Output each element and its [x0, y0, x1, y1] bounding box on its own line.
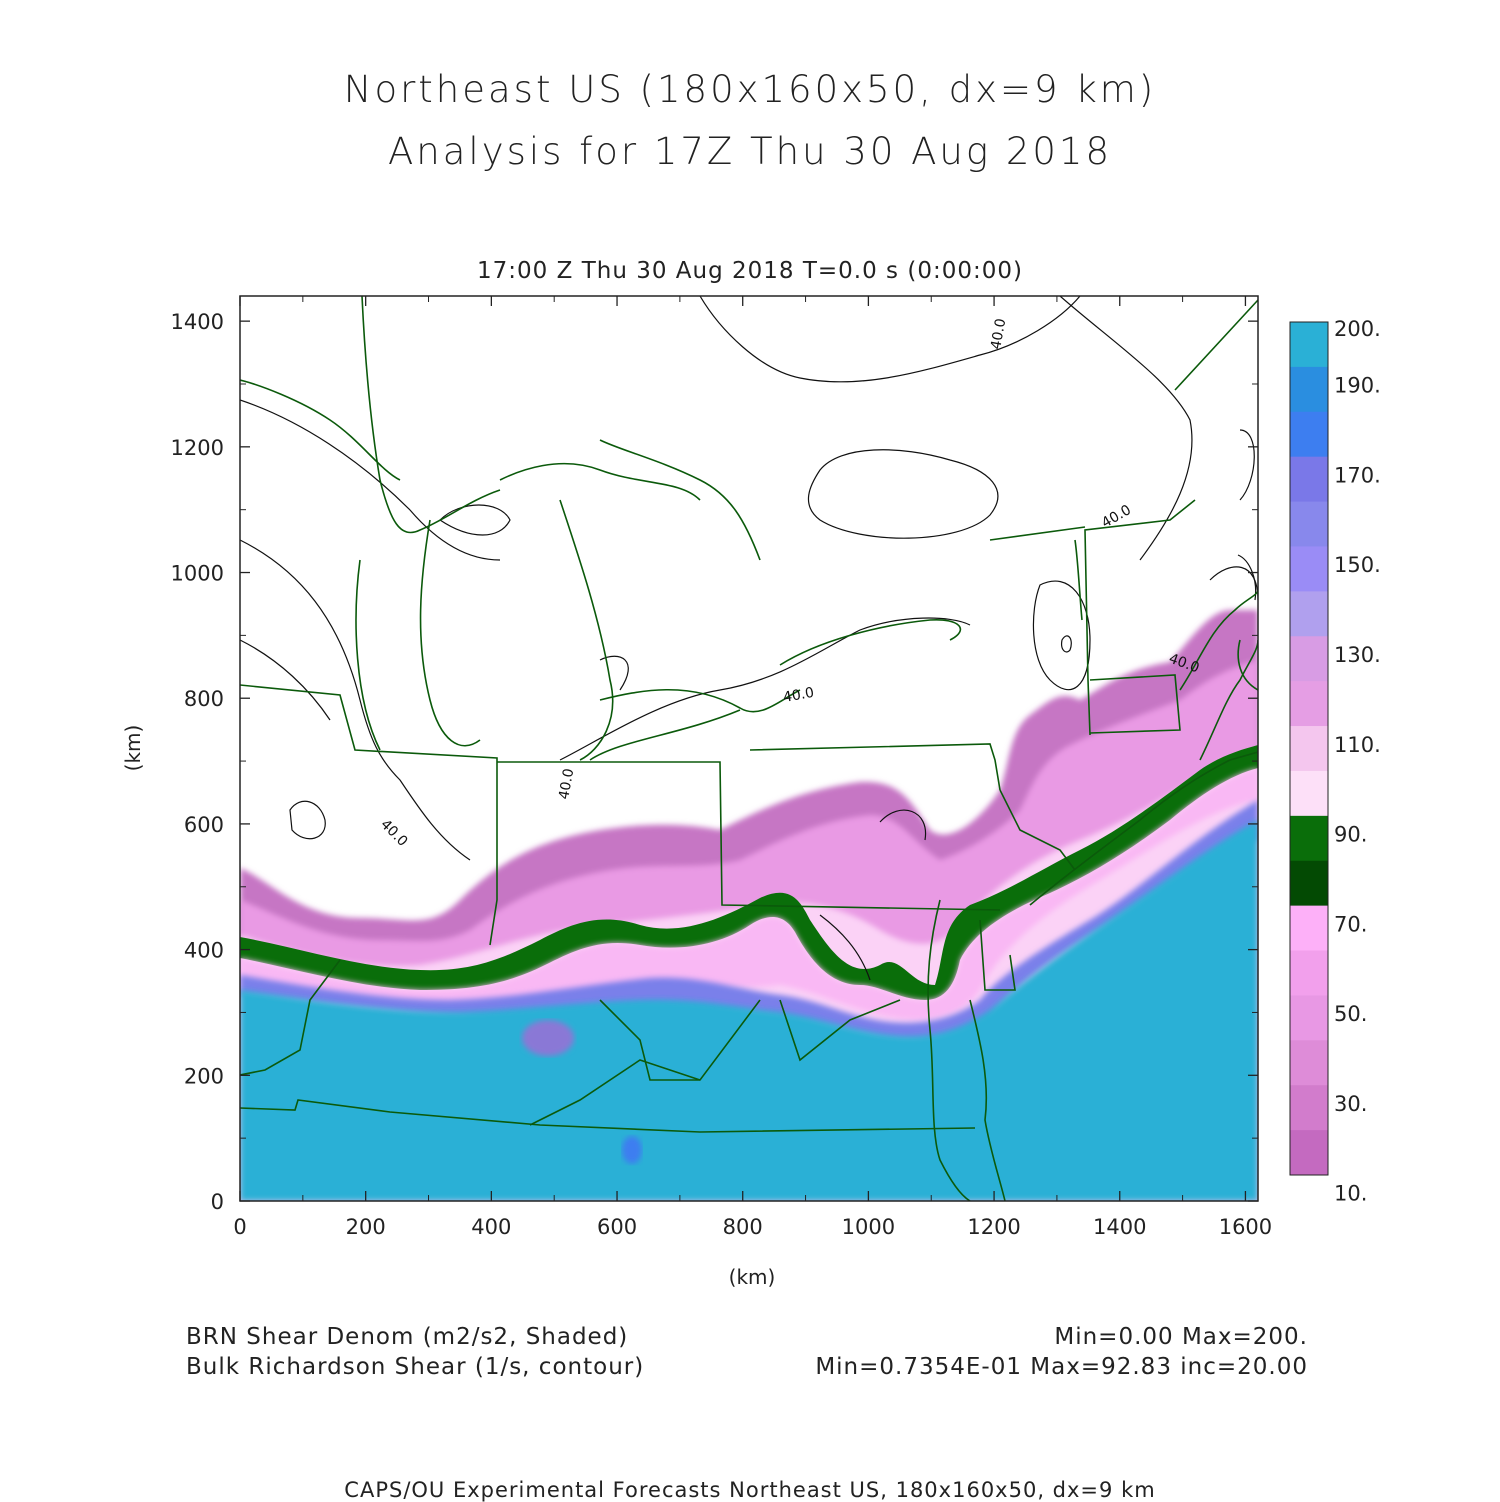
plot-area: 40.0 40.0 40.0 40.0 40.0 40.0: [240, 296, 1258, 1201]
y-tick-label: 400: [184, 939, 224, 963]
valid-time-subtitle: 17:00 Z Thu 30 Aug 2018 T=0.0 s (0:00:00…: [477, 258, 1023, 284]
colorbar-label: 170.: [1334, 463, 1381, 487]
colorbar-swatch: [1290, 995, 1328, 1041]
colorbar-label: 90.: [1334, 823, 1367, 847]
chart-title-line1: Northeast US (180x160x50, dx=9 km): [343, 68, 1157, 111]
y-tick-label: 0: [211, 1190, 224, 1214]
contour-range-legend: Min=0.7354E-01 Max=92.83 inc=20.00: [815, 1354, 1308, 1380]
colorbar-swatch: [1290, 860, 1328, 907]
contour-label: 40.0: [556, 767, 577, 800]
colorbar-label: 190.: [1334, 374, 1381, 398]
x-axis-label: (km): [729, 1265, 776, 1289]
colorbar-swatch: [1290, 905, 1328, 952]
y-tick-label: 200: [184, 1064, 224, 1088]
chart-title-line2: Analysis for 17Z Thu 30 Aug 2018: [387, 130, 1113, 173]
plot-frame: [239, 295, 1259, 1202]
contour-label: 40.0: [988, 317, 1009, 350]
y-axis-ticks: 0 200 400 600 800 1000 1200 1400: [171, 310, 1258, 1214]
colorbar: [1289, 321, 1329, 1176]
x-tick-label: 200: [346, 1215, 386, 1239]
colorbar-swatch: [1290, 1085, 1328, 1131]
y-tick-label: 600: [184, 813, 224, 837]
colorbar-swatch: [1290, 1130, 1328, 1176]
x-tick-label: 1000: [842, 1215, 895, 1239]
colorbar-swatch: [1290, 322, 1328, 368]
colorbar-swatch: [1290, 366, 1328, 413]
x-tick-label: 1600: [1219, 1215, 1272, 1239]
shading-band-green: [240, 745, 1258, 1000]
colorbar-label: 150.: [1334, 553, 1381, 577]
colorbar-swatch: [1290, 726, 1328, 772]
shading-band-blue: [240, 800, 1258, 1041]
contour-lines: [240, 296, 1258, 981]
x-tick-label: 400: [471, 1215, 511, 1239]
colorbar-swatch: [1290, 546, 1328, 592]
y-tick-label: 800: [184, 687, 224, 711]
colorbar-swatch: [1290, 681, 1328, 727]
y-tick-label: 1000: [171, 562, 224, 586]
colorbar-label: 70.: [1334, 912, 1367, 936]
shaded-range-legend: Min=0.00 Max=200.: [1054, 1324, 1308, 1350]
x-tick-label: 1200: [967, 1215, 1020, 1239]
x-tick-label: 1400: [1093, 1215, 1146, 1239]
colorbar-label: 200.: [1334, 317, 1381, 341]
colorbar-label: 110.: [1334, 733, 1381, 757]
colorbar-frame: [1289, 321, 1329, 1176]
contour-label: 40.0: [782, 685, 815, 706]
colorbar-swatch: [1290, 815, 1328, 862]
contour-field-legend: Bulk Richardson Shear (1/s, contour): [186, 1354, 645, 1380]
x-tick-label: 600: [597, 1215, 637, 1239]
colorbar-swatch: [1290, 950, 1328, 996]
x-tick-label: 800: [723, 1215, 763, 1239]
colorbar-swatch: [1290, 636, 1328, 682]
colorbar-swatch: [1290, 1040, 1328, 1086]
y-tick-label: 1400: [171, 310, 224, 334]
shading-blob: [522, 1020, 574, 1056]
x-axis-ticks: 0 200 400 600 800 1000 1200 1400 1600: [233, 296, 1272, 1239]
colorbar-swatch: [1290, 411, 1328, 458]
shading-blob-small: [622, 1136, 642, 1164]
shading-ocean-cyan: [240, 820, 1258, 1201]
colorbar-label: 30.: [1334, 1092, 1367, 1116]
x-tick-label: 0: [233, 1215, 246, 1239]
colorbar-swatch: [1290, 456, 1328, 503]
colorbar-label: 130.: [1334, 643, 1381, 667]
y-axis-label: (km): [121, 725, 145, 772]
credit-line: CAPS/OU Experimental Forecasts Northeast…: [344, 1478, 1156, 1502]
colorbar-label: 10.: [1334, 1182, 1367, 1206]
colorbar-swatch: [1290, 591, 1328, 637]
geographic-boundaries: [240, 296, 1258, 1201]
colorbar-swatch: [1290, 501, 1328, 547]
colorbar-swatch: [1290, 770, 1328, 817]
colorbar-label: 50.: [1334, 1002, 1367, 1026]
shaded-field-legend: BRN Shear Denom (m2/s2, Shaded): [186, 1324, 629, 1350]
colorbar-labels: 200. 190. 170. 150. 130. 110. 90. 70. 50. 30. 10.: [1334, 317, 1381, 1206]
y-tick-label: 1200: [171, 436, 224, 460]
